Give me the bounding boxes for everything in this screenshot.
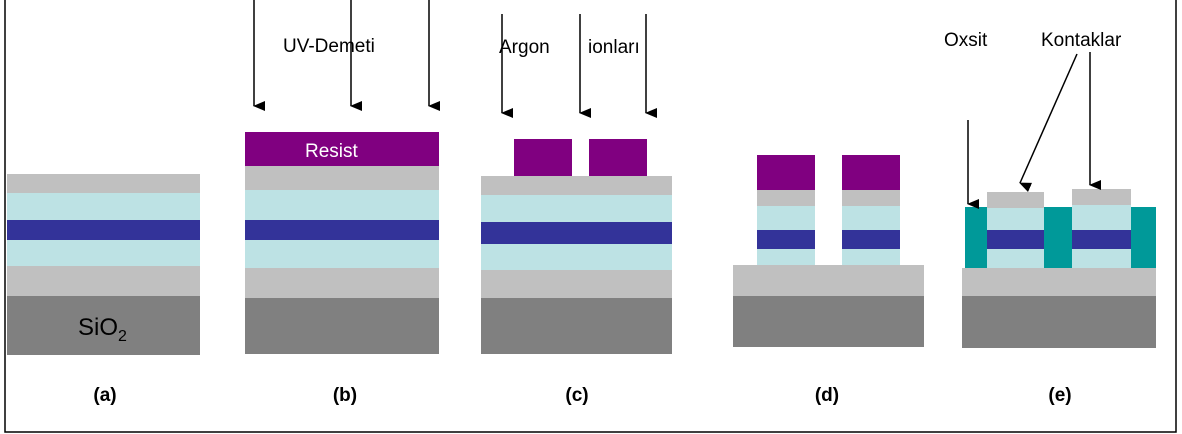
contacts-label: Kontaklar xyxy=(1041,30,1122,51)
uv-label: UV-Demeti xyxy=(283,36,375,57)
panel-caption: (e) xyxy=(1048,385,1071,406)
contact-arrows xyxy=(967,52,1101,209)
uv-arrows xyxy=(253,0,440,111)
oxide-label: Oxsit xyxy=(944,30,988,51)
substrate-label: SiO2 xyxy=(78,314,127,345)
argon-label: Argon xyxy=(499,37,550,58)
stack-d xyxy=(733,155,924,347)
stack-b xyxy=(245,132,439,354)
argon-arrows xyxy=(501,14,657,118)
panel-caption: (b) xyxy=(333,385,357,406)
stack-a xyxy=(7,174,200,355)
frame xyxy=(4,0,1177,433)
panel-caption: (d) xyxy=(815,385,839,406)
resist-label: Resist xyxy=(305,141,359,162)
panel-caption: (c) xyxy=(565,385,588,406)
stack-c xyxy=(481,139,672,354)
stack-e xyxy=(962,189,1156,348)
panel-caption: (a) xyxy=(93,385,116,406)
ions-label: ionları xyxy=(588,37,640,58)
